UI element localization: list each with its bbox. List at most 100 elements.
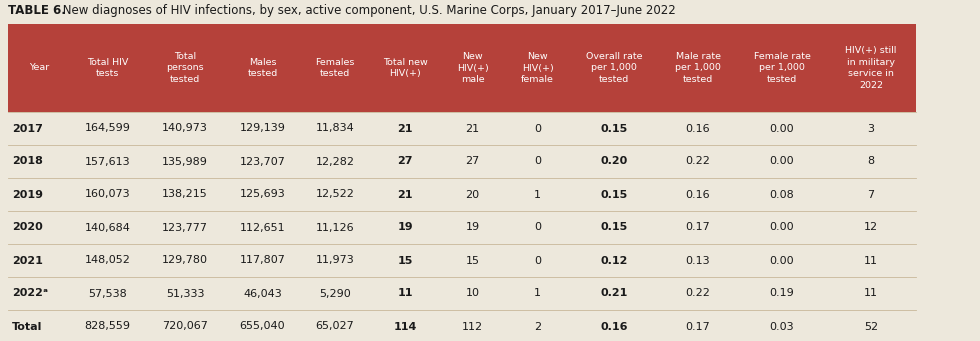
Text: 7: 7 bbox=[867, 190, 874, 199]
Bar bbox=[8, 112, 916, 145]
Text: 11,126: 11,126 bbox=[316, 222, 355, 233]
Text: 15: 15 bbox=[397, 255, 413, 266]
Text: Total: Total bbox=[12, 322, 42, 331]
Text: 828,559: 828,559 bbox=[84, 322, 130, 331]
Text: 655,040: 655,040 bbox=[240, 322, 285, 331]
Text: 164,599: 164,599 bbox=[84, 123, 130, 133]
Text: 112: 112 bbox=[462, 322, 483, 331]
Text: 11,973: 11,973 bbox=[316, 255, 355, 266]
Text: Overall rate
per 1,000
tested: Overall rate per 1,000 tested bbox=[586, 52, 642, 84]
Text: 11: 11 bbox=[864, 288, 878, 298]
Text: 51,333: 51,333 bbox=[166, 288, 204, 298]
Text: 46,043: 46,043 bbox=[243, 288, 282, 298]
Text: 0.19: 0.19 bbox=[769, 288, 795, 298]
Text: 0.17: 0.17 bbox=[686, 322, 710, 331]
Text: 0.15: 0.15 bbox=[601, 222, 627, 233]
Text: 0.03: 0.03 bbox=[769, 322, 795, 331]
Text: 12,282: 12,282 bbox=[316, 157, 355, 166]
Text: 720,067: 720,067 bbox=[162, 322, 208, 331]
Text: 0.08: 0.08 bbox=[769, 190, 795, 199]
Text: Total
persons
tested: Total persons tested bbox=[167, 52, 204, 84]
Text: 140,973: 140,973 bbox=[162, 123, 208, 133]
Text: 2021: 2021 bbox=[12, 255, 43, 266]
Text: 0.16: 0.16 bbox=[686, 123, 710, 133]
Text: 157,613: 157,613 bbox=[84, 157, 130, 166]
Text: 2: 2 bbox=[534, 322, 541, 331]
Text: 129,780: 129,780 bbox=[162, 255, 208, 266]
Text: Male rate
per 1,000
tested: Male rate per 1,000 tested bbox=[675, 52, 721, 84]
Text: 11: 11 bbox=[397, 288, 413, 298]
Bar bbox=[8, 24, 916, 112]
Text: Year: Year bbox=[28, 63, 49, 73]
Text: 12,522: 12,522 bbox=[316, 190, 355, 199]
Text: 2017: 2017 bbox=[12, 123, 43, 133]
Text: 2022ᵃ: 2022ᵃ bbox=[12, 288, 48, 298]
Text: HIV(+) still
in military
service in
2022: HIV(+) still in military service in 2022 bbox=[846, 46, 897, 90]
Text: 15: 15 bbox=[466, 255, 479, 266]
Text: 52: 52 bbox=[864, 322, 878, 331]
Text: 0.00: 0.00 bbox=[769, 222, 795, 233]
Text: 0.13: 0.13 bbox=[686, 255, 710, 266]
Text: 3: 3 bbox=[867, 123, 874, 133]
Bar bbox=[8, 178, 916, 211]
Text: 112,651: 112,651 bbox=[240, 222, 285, 233]
Text: 19: 19 bbox=[397, 222, 413, 233]
Text: Females
tested: Females tested bbox=[316, 58, 355, 78]
Text: 138,215: 138,215 bbox=[162, 190, 208, 199]
Text: 140,684: 140,684 bbox=[84, 222, 130, 233]
Text: 0.22: 0.22 bbox=[686, 288, 710, 298]
Text: 114: 114 bbox=[393, 322, 416, 331]
Text: 0.15: 0.15 bbox=[601, 123, 627, 133]
Bar bbox=[8, 310, 916, 341]
Text: 2020: 2020 bbox=[12, 222, 43, 233]
Text: 148,052: 148,052 bbox=[84, 255, 130, 266]
Text: 0.15: 0.15 bbox=[601, 190, 627, 199]
Text: 0.21: 0.21 bbox=[601, 288, 627, 298]
Text: 0.12: 0.12 bbox=[601, 255, 627, 266]
Text: 8: 8 bbox=[867, 157, 874, 166]
Text: 129,139: 129,139 bbox=[239, 123, 285, 133]
Text: 117,807: 117,807 bbox=[239, 255, 285, 266]
Text: New diagnoses of HIV infections, by sex, active component, U.S. Marine Corps, Ja: New diagnoses of HIV infections, by sex,… bbox=[59, 4, 676, 17]
Text: 21: 21 bbox=[397, 190, 413, 199]
Text: 57,538: 57,538 bbox=[88, 288, 126, 298]
Text: 0: 0 bbox=[534, 222, 541, 233]
Bar bbox=[8, 211, 916, 244]
Text: Total new
HIV(+): Total new HIV(+) bbox=[382, 58, 427, 78]
Text: 27: 27 bbox=[397, 157, 413, 166]
Text: Female rate
per 1,000
tested: Female rate per 1,000 tested bbox=[754, 52, 810, 84]
Text: 135,989: 135,989 bbox=[162, 157, 208, 166]
Text: 21: 21 bbox=[466, 123, 479, 133]
Bar bbox=[8, 244, 916, 277]
Text: 2019: 2019 bbox=[12, 190, 43, 199]
Text: 1: 1 bbox=[534, 288, 541, 298]
Text: 0.00: 0.00 bbox=[769, 255, 795, 266]
Text: 0.00: 0.00 bbox=[769, 157, 795, 166]
Text: 0.16: 0.16 bbox=[686, 190, 710, 199]
Text: 123,707: 123,707 bbox=[239, 157, 285, 166]
Text: 19: 19 bbox=[466, 222, 479, 233]
Text: 0.20: 0.20 bbox=[601, 157, 627, 166]
Text: 11: 11 bbox=[864, 255, 878, 266]
Text: 2018: 2018 bbox=[12, 157, 43, 166]
Text: New
HIV(+)
female: New HIV(+) female bbox=[521, 52, 554, 84]
Text: 0.17: 0.17 bbox=[686, 222, 710, 233]
Text: Males
tested: Males tested bbox=[247, 58, 277, 78]
Text: 0.22: 0.22 bbox=[686, 157, 710, 166]
Text: 0.16: 0.16 bbox=[600, 322, 628, 331]
Text: 0: 0 bbox=[534, 157, 541, 166]
Text: 10: 10 bbox=[466, 288, 479, 298]
Text: 27: 27 bbox=[466, 157, 479, 166]
Text: TABLE 6.: TABLE 6. bbox=[8, 4, 66, 17]
Bar bbox=[8, 277, 916, 310]
Text: 0: 0 bbox=[534, 123, 541, 133]
Text: 20: 20 bbox=[466, 190, 479, 199]
Text: 0.00: 0.00 bbox=[769, 123, 795, 133]
Text: 160,073: 160,073 bbox=[84, 190, 130, 199]
Text: 123,777: 123,777 bbox=[162, 222, 208, 233]
Text: 12: 12 bbox=[864, 222, 878, 233]
Text: New
HIV(+)
male: New HIV(+) male bbox=[457, 52, 488, 84]
Text: 21: 21 bbox=[397, 123, 413, 133]
Text: 65,027: 65,027 bbox=[316, 322, 355, 331]
Text: 125,693: 125,693 bbox=[240, 190, 285, 199]
